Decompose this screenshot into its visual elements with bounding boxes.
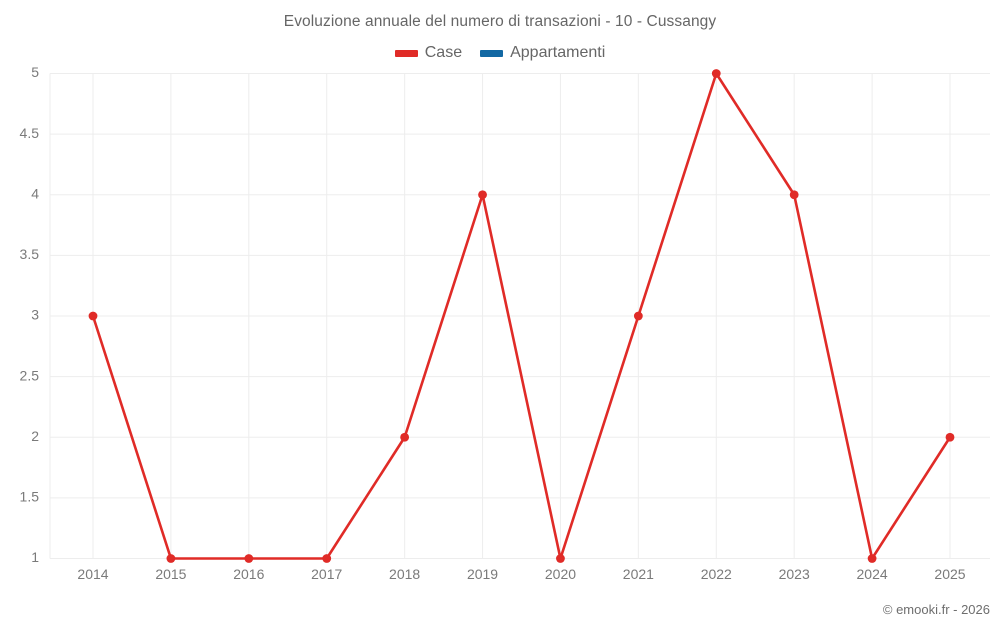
x-axis-tick-label: 2018 [389,566,420,582]
data-point-marker[interactable] [789,190,799,200]
grid-lines [49,73,990,559]
data-point-marker[interactable] [556,554,565,563]
data-series-layer [88,69,955,563]
x-axis-tick-label: 2021 [623,566,654,582]
data-point-marker[interactable] [711,69,721,78]
data-point-marker[interactable] [166,554,176,563]
y-axis-tick-labels: 1 1.5 2 2.5 3 3.5 4 4.5 5 [20,64,40,565]
x-axis-tick-label: 2022 [701,566,732,582]
x-axis-tick-label: 2017 [311,566,342,582]
legend-swatch-case-icon [394,49,418,57]
x-axis-tick-label: 2015 [155,566,186,582]
y-axis-tick-label: 5 [31,64,39,80]
y-axis-tick-label: 1.5 [20,489,40,505]
data-point-marker[interactable] [945,432,955,442]
x-axis-tick-label: 2019 [467,566,498,582]
data-point-marker[interactable] [867,554,877,563]
y-axis-tick-label: 2 [31,428,39,444]
data-point-marker[interactable] [244,554,254,563]
data-point-marker[interactable] [478,190,487,200]
y-axis-tick-label: 4 [31,185,39,201]
legend-swatch-appartamenti-icon [480,49,504,57]
legend-item-case[interactable]: Case [394,44,463,62]
data-point-marker[interactable] [322,554,332,563]
y-axis-tick-label: 3 [31,307,39,323]
series-line-case [91,72,952,560]
legend-label-appartamenti: Appartamenti [510,44,606,61]
y-axis-tick-label: 4.5 [20,125,40,141]
chart-legend: Case Appartamenti [0,44,1000,62]
x-axis-tick-label: 2023 [779,566,810,582]
x-axis-tick-label: 2014 [77,566,108,582]
x-axis-tick-labels: 2014 2015 2016 2017 2018 2019 2020 2021 2022 2023… [77,566,965,582]
legend-label-case: Case [424,44,463,61]
data-point-marker[interactable] [88,311,98,321]
data-point-marker[interactable] [400,432,410,442]
legend-item-appartamenti[interactable]: Appartamenti [480,44,605,62]
x-axis-tick-label: 2025 [934,566,965,582]
x-axis-tick-label: 2020 [545,566,576,582]
chart-title: Evoluzione annuale del numero di transaz… [283,13,717,30]
credit-text: © emooki.fr - 2026 [882,602,990,617]
x-axis-tick-label: 2024 [857,566,888,582]
y-axis-tick-label: 1 [31,549,39,565]
data-point-marker[interactable] [633,311,643,321]
y-axis-tick-label: 2.5 [20,367,40,383]
y-axis-tick-label: 3.5 [20,246,40,262]
x-axis-tick-label: 2016 [233,566,264,582]
